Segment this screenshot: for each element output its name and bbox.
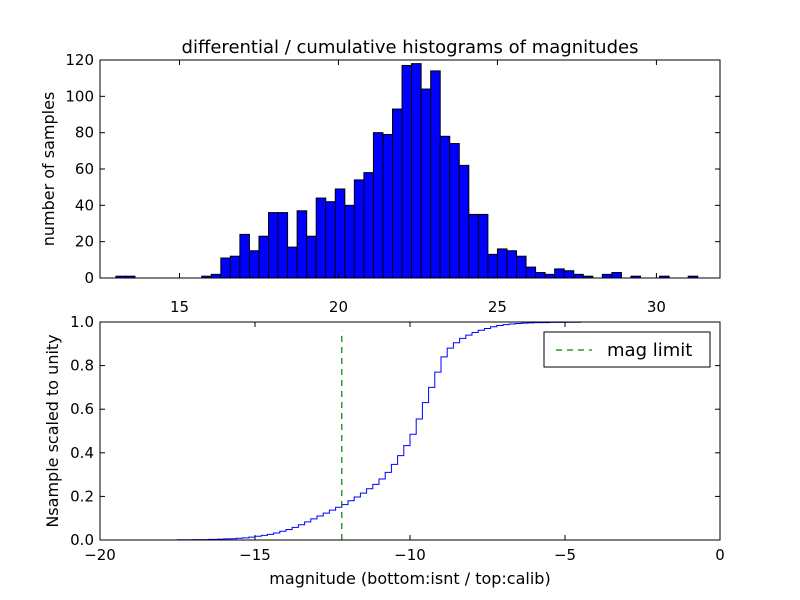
y-tick-label: 60 bbox=[75, 160, 94, 178]
histogram-bar bbox=[544, 273, 556, 279]
histogram-bar bbox=[239, 233, 250, 279]
y-tick-label: 0.8 bbox=[70, 357, 94, 375]
x-tick-label: −5 bbox=[554, 546, 576, 564]
histogram-bar bbox=[315, 197, 327, 279]
y-tick-label: 0.4 bbox=[70, 444, 94, 462]
histogram-bar bbox=[287, 246, 298, 279]
histogram-bar bbox=[458, 164, 470, 279]
y-tick-label: 1.0 bbox=[70, 313, 94, 331]
y-tick-label: 100 bbox=[65, 87, 94, 105]
legend: mag limit bbox=[543, 331, 711, 368]
cumulative-x-label: magnitude (bottom:isnt / top:calib) bbox=[269, 569, 550, 588]
histogram-bar bbox=[611, 272, 622, 279]
histogram-bar bbox=[516, 255, 527, 279]
y-tick-label: 40 bbox=[75, 196, 94, 214]
histogram-x-ticks: 15 20 25 30 bbox=[170, 60, 666, 316]
histogram-bar bbox=[554, 268, 565, 279]
x-tick-label: −10 bbox=[394, 546, 426, 564]
x-tick-label: 15 bbox=[170, 298, 189, 316]
y-tick-label: 0 bbox=[84, 269, 94, 287]
x-tick-label: −15 bbox=[239, 546, 271, 564]
histogram-bar bbox=[496, 248, 508, 279]
y-tick-label: 0.2 bbox=[70, 487, 94, 505]
histogram-bar bbox=[229, 255, 241, 279]
histogram-bar bbox=[344, 204, 355, 279]
histogram-bar bbox=[248, 250, 260, 279]
cumulative-step-line bbox=[100, 321, 721, 541]
x-tick-label: 20 bbox=[329, 298, 348, 316]
histogram-bar bbox=[372, 132, 384, 279]
x-tick-label: 30 bbox=[647, 298, 666, 316]
histogram-axes: differential / cumulative histograms of … bbox=[39, 37, 721, 316]
histogram-bar bbox=[277, 212, 289, 279]
histogram-bar bbox=[506, 250, 518, 279]
histogram-bar bbox=[601, 273, 613, 279]
histogram-bar bbox=[296, 210, 308, 279]
histogram-bar bbox=[468, 213, 479, 279]
histogram-bar bbox=[382, 133, 394, 279]
histogram-bar bbox=[306, 235, 317, 279]
histogram-bar bbox=[210, 273, 222, 279]
histogram-bar bbox=[487, 253, 498, 279]
y-tick-label: 0.6 bbox=[70, 400, 94, 418]
histogram-bar bbox=[573, 273, 584, 279]
histogram-bar bbox=[325, 201, 336, 279]
y-tick-label: 20 bbox=[75, 233, 94, 251]
histogram-bar bbox=[525, 266, 537, 279]
histogram-bar bbox=[334, 188, 346, 279]
cumulative-y-ticks: 0.0 0.2 0.4 0.6 0.8 1.0 bbox=[70, 313, 720, 549]
histogram-bar bbox=[220, 257, 231, 279]
cumulative-lines bbox=[100, 321, 721, 541]
cumulative-axes: −20 −15 −10 −5 0 0.0 0.2 0.4 0.6 0.8 1.0 magnitud… bbox=[43, 313, 725, 588]
histogram-bar bbox=[439, 135, 451, 279]
histogram-bar bbox=[563, 270, 575, 279]
histogram-bars bbox=[115, 63, 699, 279]
histogram-bar bbox=[258, 235, 270, 279]
histogram-bar bbox=[477, 213, 489, 279]
histogram-bar bbox=[430, 70, 441, 279]
histogram-bar bbox=[392, 108, 403, 279]
histogram-bar bbox=[535, 272, 546, 279]
histogram-bar bbox=[420, 88, 432, 279]
legend-entry-mag-limit: mag limit bbox=[607, 340, 692, 361]
y-tick-label: 120 bbox=[65, 51, 94, 69]
cumulative-y-label: Nsample scaled to unity bbox=[43, 334, 62, 527]
cumulative-x-ticks: −20 −15 −10 −5 0 bbox=[84, 322, 725, 564]
histogram-bar bbox=[411, 63, 422, 279]
histogram-bar bbox=[268, 212, 279, 279]
y-tick-label: 80 bbox=[75, 124, 94, 142]
histogram-bar bbox=[449, 143, 460, 279]
histogram-y-ticks: 0 20 40 60 80 100 120 bbox=[65, 51, 720, 287]
x-tick-label: −20 bbox=[84, 546, 116, 564]
chart-title: differential / cumulative histograms of … bbox=[182, 37, 639, 58]
y-tick-label: 0.0 bbox=[70, 531, 94, 549]
histogram-bar bbox=[353, 179, 365, 279]
histogram-y-label: number of samples bbox=[39, 92, 58, 247]
histogram-bar bbox=[363, 172, 374, 279]
x-tick-label: 0 bbox=[715, 546, 725, 564]
histogram-bar bbox=[401, 64, 413, 279]
x-tick-label: 25 bbox=[488, 298, 507, 316]
